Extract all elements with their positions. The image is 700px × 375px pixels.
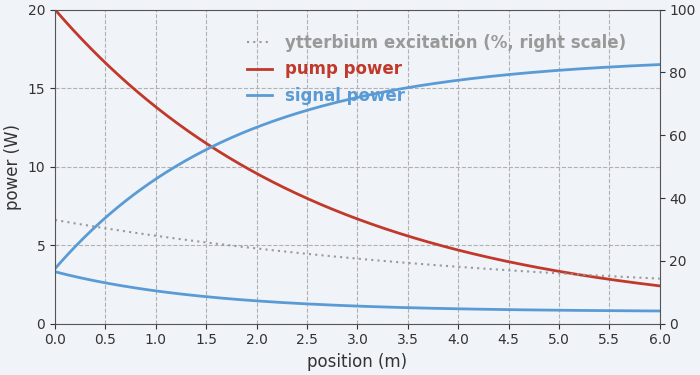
Y-axis label: power (W): power (W) [4,124,22,210]
X-axis label: position (m): position (m) [307,353,407,371]
Legend: ytterbium excitation (%, right scale), pump power, signal power: ytterbium excitation (%, right scale), p… [241,27,634,111]
